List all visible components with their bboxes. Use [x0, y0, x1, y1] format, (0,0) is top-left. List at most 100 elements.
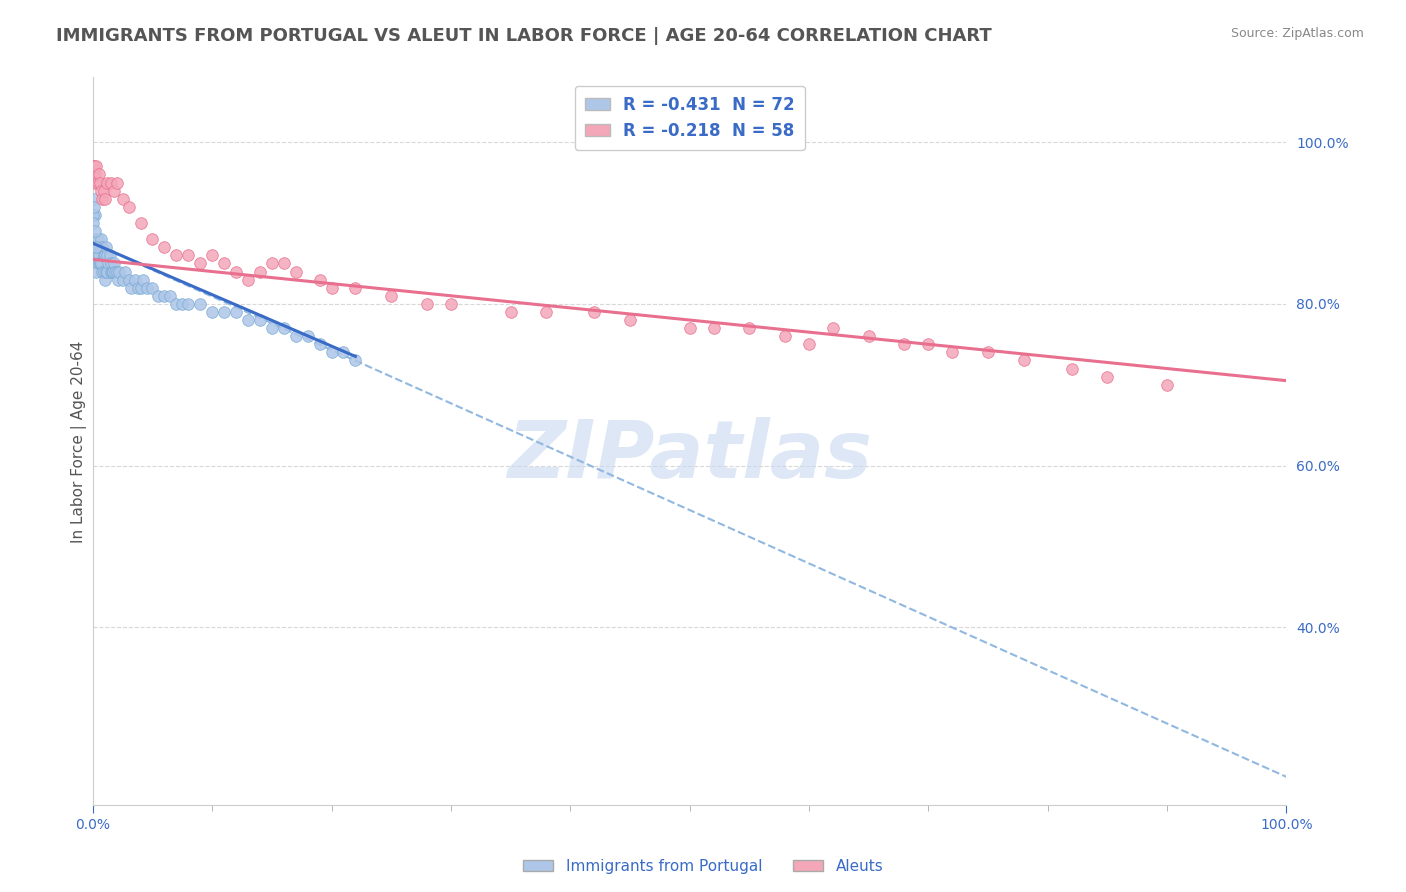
Point: [177, 248, 200, 262]
Point: [821, 321, 844, 335]
Point: [93, 264, 115, 278]
Point: [536, 305, 558, 319]
Point: [90, 232, 112, 246]
Point: [440, 297, 463, 311]
Point: [86, 160, 108, 174]
Point: [84, 168, 107, 182]
Point: [103, 184, 125, 198]
Point: [225, 264, 247, 278]
Point: [249, 313, 271, 327]
Point: [702, 321, 724, 335]
Point: [86, 264, 108, 278]
Point: [499, 305, 522, 319]
Point: [124, 272, 146, 286]
Point: [249, 264, 271, 278]
Point: [84, 208, 107, 222]
Point: [86, 248, 108, 262]
Point: [738, 321, 761, 335]
Point: [93, 184, 115, 198]
Point: [101, 264, 124, 278]
Point: [308, 337, 330, 351]
Point: [941, 345, 963, 359]
Point: [129, 216, 152, 230]
Point: [108, 264, 131, 278]
Point: [273, 321, 295, 335]
Point: [100, 176, 122, 190]
Point: [84, 240, 107, 254]
Text: ZIPatlas: ZIPatlas: [508, 417, 872, 495]
Text: Source: ZipAtlas.com: Source: ZipAtlas.com: [1230, 27, 1364, 40]
Point: [96, 248, 118, 262]
Point: [321, 281, 343, 295]
Point: [583, 305, 606, 319]
Point: [977, 345, 1000, 359]
Point: [858, 329, 880, 343]
Point: [104, 264, 127, 278]
Point: [344, 353, 367, 368]
Point: [91, 240, 114, 254]
Point: [86, 256, 108, 270]
Point: [797, 337, 820, 351]
Point: [86, 232, 108, 246]
Point: [344, 281, 367, 295]
Point: [83, 160, 105, 174]
Point: [416, 297, 439, 311]
Point: [135, 281, 157, 295]
Point: [1012, 353, 1035, 368]
Y-axis label: In Labor Force | Age 20-64: In Labor Force | Age 20-64: [72, 340, 87, 542]
Point: [321, 345, 343, 359]
Point: [148, 289, 170, 303]
Point: [188, 256, 211, 270]
Point: [101, 264, 124, 278]
Point: [141, 232, 163, 246]
Point: [103, 256, 125, 270]
Point: [308, 272, 330, 286]
Point: [94, 240, 117, 254]
Point: [86, 248, 108, 262]
Point: [117, 200, 139, 214]
Point: [86, 176, 108, 190]
Point: [83, 200, 105, 214]
Point: [212, 305, 235, 319]
Point: [87, 168, 110, 182]
Point: [678, 321, 700, 335]
Point: [159, 289, 181, 303]
Point: [172, 297, 194, 311]
Point: [82, 160, 104, 174]
Point: [773, 329, 796, 343]
Point: [93, 192, 115, 206]
Point: [84, 176, 107, 190]
Point: [212, 256, 235, 270]
Point: [87, 248, 110, 262]
Point: [93, 248, 115, 262]
Point: [380, 289, 402, 303]
Point: [105, 264, 128, 278]
Point: [90, 256, 112, 270]
Point: [201, 248, 224, 262]
Point: [177, 297, 200, 311]
Point: [1060, 361, 1083, 376]
Point: [236, 272, 259, 286]
Legend: R = -0.431  N = 72, R = -0.218  N = 58: R = -0.431 N = 72, R = -0.218 N = 58: [575, 86, 804, 150]
Point: [332, 345, 354, 359]
Point: [619, 313, 641, 327]
Point: [96, 176, 118, 190]
Point: [141, 281, 163, 295]
Point: [97, 256, 120, 270]
Point: [91, 264, 114, 278]
Point: [98, 248, 121, 262]
Point: [111, 192, 134, 206]
Point: [93, 248, 115, 262]
Point: [89, 240, 111, 254]
Point: [120, 281, 142, 295]
Point: [82, 216, 104, 230]
Point: [91, 192, 114, 206]
Point: [893, 337, 915, 351]
Point: [284, 329, 307, 343]
Point: [105, 176, 128, 190]
Point: [132, 272, 155, 286]
Point: [83, 192, 105, 206]
Point: [273, 256, 295, 270]
Point: [84, 224, 107, 238]
Point: [94, 264, 117, 278]
